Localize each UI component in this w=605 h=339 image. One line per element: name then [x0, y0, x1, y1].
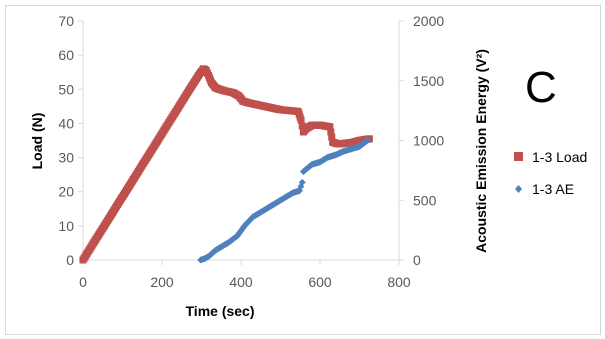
load-point: [365, 135, 373, 143]
legend-ae-marker: [515, 185, 522, 193]
y-right-tick-label: 1500: [413, 73, 444, 89]
x-axis-title: Time (sec): [186, 303, 255, 319]
y-left-tick-label: 60: [58, 47, 74, 63]
y-axis-right-title: Acoustic Emission Energy (V²): [473, 49, 489, 253]
y-left-tick-label: 0: [66, 252, 74, 268]
y-left-tick-label: 10: [58, 218, 74, 234]
load-point: [326, 123, 334, 131]
y-left-tick-label: 20: [58, 184, 74, 200]
axes-layer: 0 10 20 30 40 50 60 70 0 500 1000 1500 2000 0 200 400 60…: [58, 13, 444, 290]
chart-svg: 0 10 20 30 40 50 60 70 0 500 1000 1500 2000 0 200 400 60…: [29, 13, 587, 319]
series-1-3-ae: [197, 137, 371, 264]
load-point: [297, 116, 305, 124]
y-axis-left-title: Load (N): [29, 113, 45, 170]
panel-label: C: [525, 63, 557, 112]
y-right-tick-label: 0: [413, 252, 421, 268]
ae-point: [298, 178, 306, 186]
series-layer: [79, 65, 373, 264]
y-right-tick-label: 500: [413, 192, 437, 208]
ae-point: [363, 137, 371, 144]
y-left-tick-label: 70: [58, 13, 74, 29]
x-tick-label: 600: [308, 274, 332, 290]
x-tick-label: 0: [79, 274, 87, 290]
load-point: [298, 122, 306, 130]
x-tick-label: 800: [387, 274, 411, 290]
legend-ae-label: 1-3 AE: [532, 181, 574, 197]
chart-frame: 0 10 20 30 40 50 60 70 0 500 1000 1500 2000 0 200 400 60…: [5, 5, 601, 335]
legend-load-label: 1-3 Load: [532, 149, 587, 165]
load-point: [328, 133, 336, 141]
y-left-tick-label: 30: [58, 150, 74, 166]
legend: 1-3 Load 1-3 AE: [514, 149, 587, 197]
y-right-tick-label: 1000: [413, 133, 444, 149]
x-tick-label: 200: [150, 274, 174, 290]
y-left-tick-label: 40: [58, 115, 74, 131]
y-right-tick-label: 2000: [413, 13, 444, 29]
legend-load-marker: [514, 152, 523, 161]
x-tick-label: 400: [229, 274, 253, 290]
y-left-tick-label: 50: [58, 81, 74, 97]
load-point: [327, 128, 335, 136]
series-1-3-load: [79, 65, 373, 264]
